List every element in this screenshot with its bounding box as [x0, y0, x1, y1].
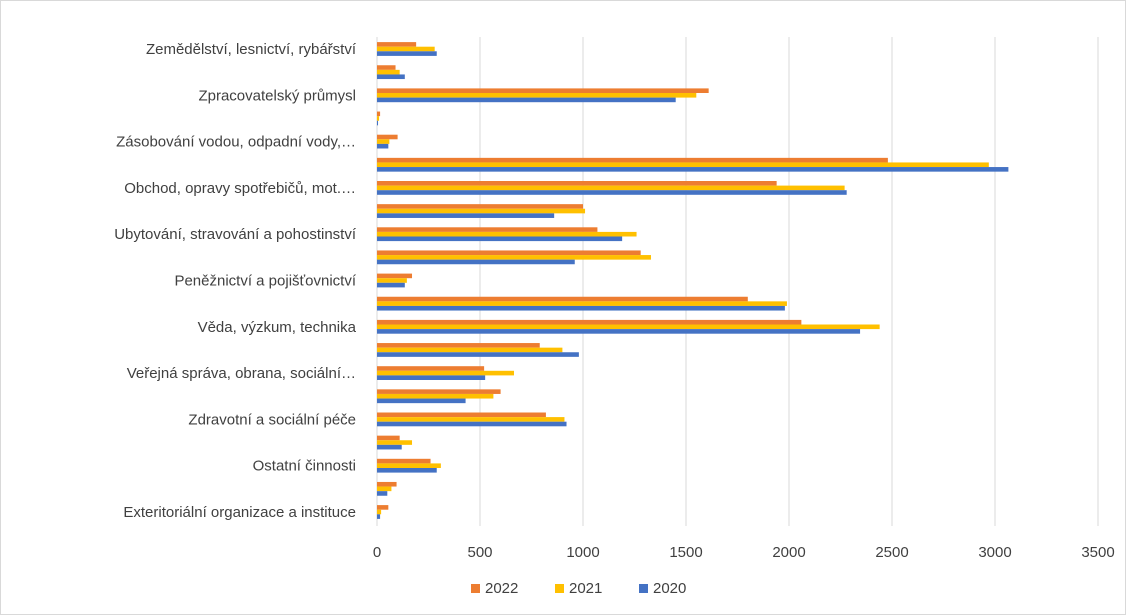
- category-label: Zásobování vodou, odpadní vody,…: [116, 134, 356, 151]
- x-tick-label: 3000: [978, 544, 1011, 561]
- bar-2021: [377, 116, 380, 121]
- x-tick-label: 2500: [875, 544, 908, 561]
- bar-2020: [377, 74, 405, 80]
- category-label: Ostatní činnosti: [253, 458, 356, 475]
- bar-2022: [377, 227, 598, 232]
- bar-2020: [377, 398, 466, 404]
- x-tick-label: 3500: [1081, 544, 1114, 561]
- legend: 2022 2021 2020: [471, 580, 686, 597]
- bar-2022: [377, 111, 381, 117]
- bar-2021: [377, 440, 413, 445]
- bar-2022: [377, 296, 748, 302]
- bar-2022: [377, 250, 641, 256]
- bar-2021: [377, 255, 651, 260]
- bar-2021: [377, 509, 382, 515]
- bar-2020: [377, 213, 555, 218]
- category-label: Věda, výzkum, technika: [198, 319, 357, 336]
- category-label: Peněžnictví a pojišťovnictví: [174, 273, 356, 290]
- bar-2020: [377, 143, 389, 149]
- bar-2020: [377, 236, 623, 242]
- category-label: Zdravotní a sociální péče: [188, 411, 356, 428]
- bar-2021: [377, 324, 880, 330]
- category-label: Zemědělství, lesnictví, rybářství: [146, 41, 357, 58]
- legend-swatch-2022: [471, 584, 480, 593]
- legend-label-2021: 2021: [569, 580, 602, 597]
- bar-2022: [377, 181, 777, 186]
- category-label: Exteritoriální organizace a instituce: [123, 504, 356, 521]
- bar-2020: [377, 329, 861, 334]
- category-label: Obchod, opravy spotřebičů, mot.…: [124, 180, 356, 197]
- bar-2021: [377, 486, 392, 492]
- x-tick-label: 2000: [772, 544, 805, 561]
- legend-swatch-2021: [555, 584, 564, 593]
- bar-2020: [377, 190, 847, 195]
- bar-2021: [377, 301, 787, 306]
- x-tick-label: 500: [467, 544, 492, 561]
- bar-2021: [377, 417, 565, 422]
- bar-2021: [377, 278, 407, 283]
- x-tick-label: 0: [373, 544, 381, 561]
- bar-2020: [377, 305, 785, 311]
- bar-2021: [377, 139, 390, 144]
- bar-2022: [377, 435, 400, 441]
- bars: [377, 42, 1009, 519]
- bar-2020: [377, 282, 405, 288]
- bar-2022: [377, 65, 396, 70]
- bar-2021: [377, 208, 586, 214]
- bar-2021: [377, 231, 637, 237]
- bar-2022: [377, 481, 397, 487]
- bar-2021: [377, 46, 435, 52]
- legend-label-2022: 2022: [485, 580, 518, 597]
- bar-2022: [377, 204, 583, 209]
- category-label: Ubytování, stravování a pohostinství: [114, 226, 357, 243]
- legend-swatch-2020: [639, 584, 648, 593]
- category-label: Zpracovatelský průmysl: [198, 87, 356, 104]
- bar-2020: [377, 97, 676, 103]
- bar-2021: [377, 185, 845, 191]
- bar-2021: [377, 393, 494, 399]
- bar-2022: [377, 319, 802, 325]
- bar-2020: [377, 167, 1009, 172]
- bar-2020: [377, 120, 379, 126]
- bar-2021: [377, 93, 697, 98]
- bar-2021: [377, 347, 563, 353]
- bar-2020: [377, 468, 437, 473]
- bar-2022: [377, 343, 540, 348]
- x-tick-label: 1500: [669, 544, 702, 561]
- bar-2022: [377, 42, 417, 47]
- x-tick-label: 1000: [566, 544, 599, 561]
- bar-2022: [377, 273, 413, 279]
- bar-2020: [377, 491, 388, 496]
- bar-2022: [377, 389, 501, 394]
- bar-2020: [377, 259, 575, 265]
- bar-2021: [377, 162, 989, 168]
- bar-2020: [377, 421, 567, 427]
- bar-2022: [377, 458, 431, 464]
- bar-2022: [377, 366, 485, 371]
- bar-2022: [377, 505, 389, 510]
- bar-2022: [377, 412, 546, 418]
- legend-label-2020: 2020: [653, 580, 686, 597]
- category-label: Veřejná správa, obrana, sociální…: [127, 365, 356, 382]
- bar-2020: [377, 352, 579, 357]
- bar-2022: [377, 157, 888, 163]
- gridlines: [376, 37, 1099, 526]
- bar-2021: [377, 370, 514, 376]
- bar-2021: [377, 463, 441, 468]
- bar-2020: [377, 375, 486, 380]
- bar-2022: [377, 88, 709, 93]
- x-axis-tick-labels: 0 500 1000 1500 2000 2500 3000 3500: [373, 544, 1115, 561]
- bar-2021: [377, 69, 400, 75]
- category-labels: Zemědělství, lesnictví, rybářství Zpracov…: [114, 41, 357, 521]
- bar-2022: [377, 134, 398, 140]
- bar-2020: [377, 51, 437, 56]
- bar-2020: [377, 514, 381, 519]
- bar-2020: [377, 444, 402, 450]
